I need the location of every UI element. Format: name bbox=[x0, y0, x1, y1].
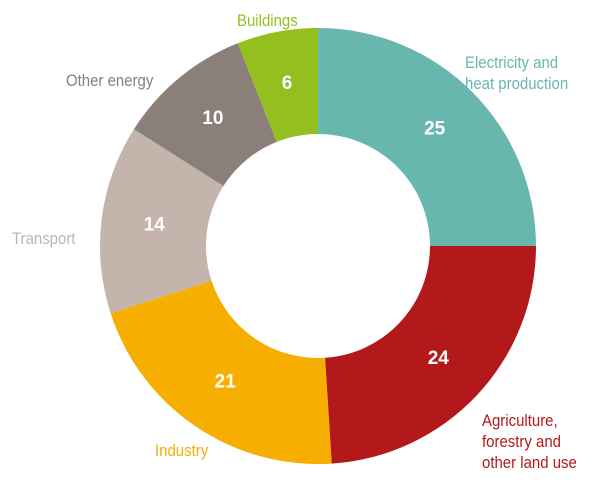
value-label: 14 bbox=[144, 214, 166, 235]
donut-slice bbox=[133, 43, 277, 186]
donut-slice bbox=[325, 246, 536, 464]
category-label: Buildings bbox=[237, 11, 298, 30]
donut-slice bbox=[110, 280, 332, 464]
category-label: Transport bbox=[12, 229, 76, 248]
donut-slice bbox=[100, 129, 224, 314]
value-label: 24 bbox=[428, 348, 450, 369]
category-label: Agriculture, forestry and other land use bbox=[482, 411, 577, 472]
category-label: Electricity and heat production bbox=[465, 53, 569, 93]
value-label: 21 bbox=[215, 371, 237, 392]
value-label: 25 bbox=[424, 118, 446, 139]
donut-slice bbox=[318, 28, 536, 246]
category-label: Industry bbox=[155, 441, 209, 460]
donut-slice bbox=[237, 28, 318, 142]
category-label: Other energy bbox=[66, 71, 154, 90]
value-label: 10 bbox=[202, 108, 223, 129]
value-label: 6 bbox=[282, 73, 293, 94]
